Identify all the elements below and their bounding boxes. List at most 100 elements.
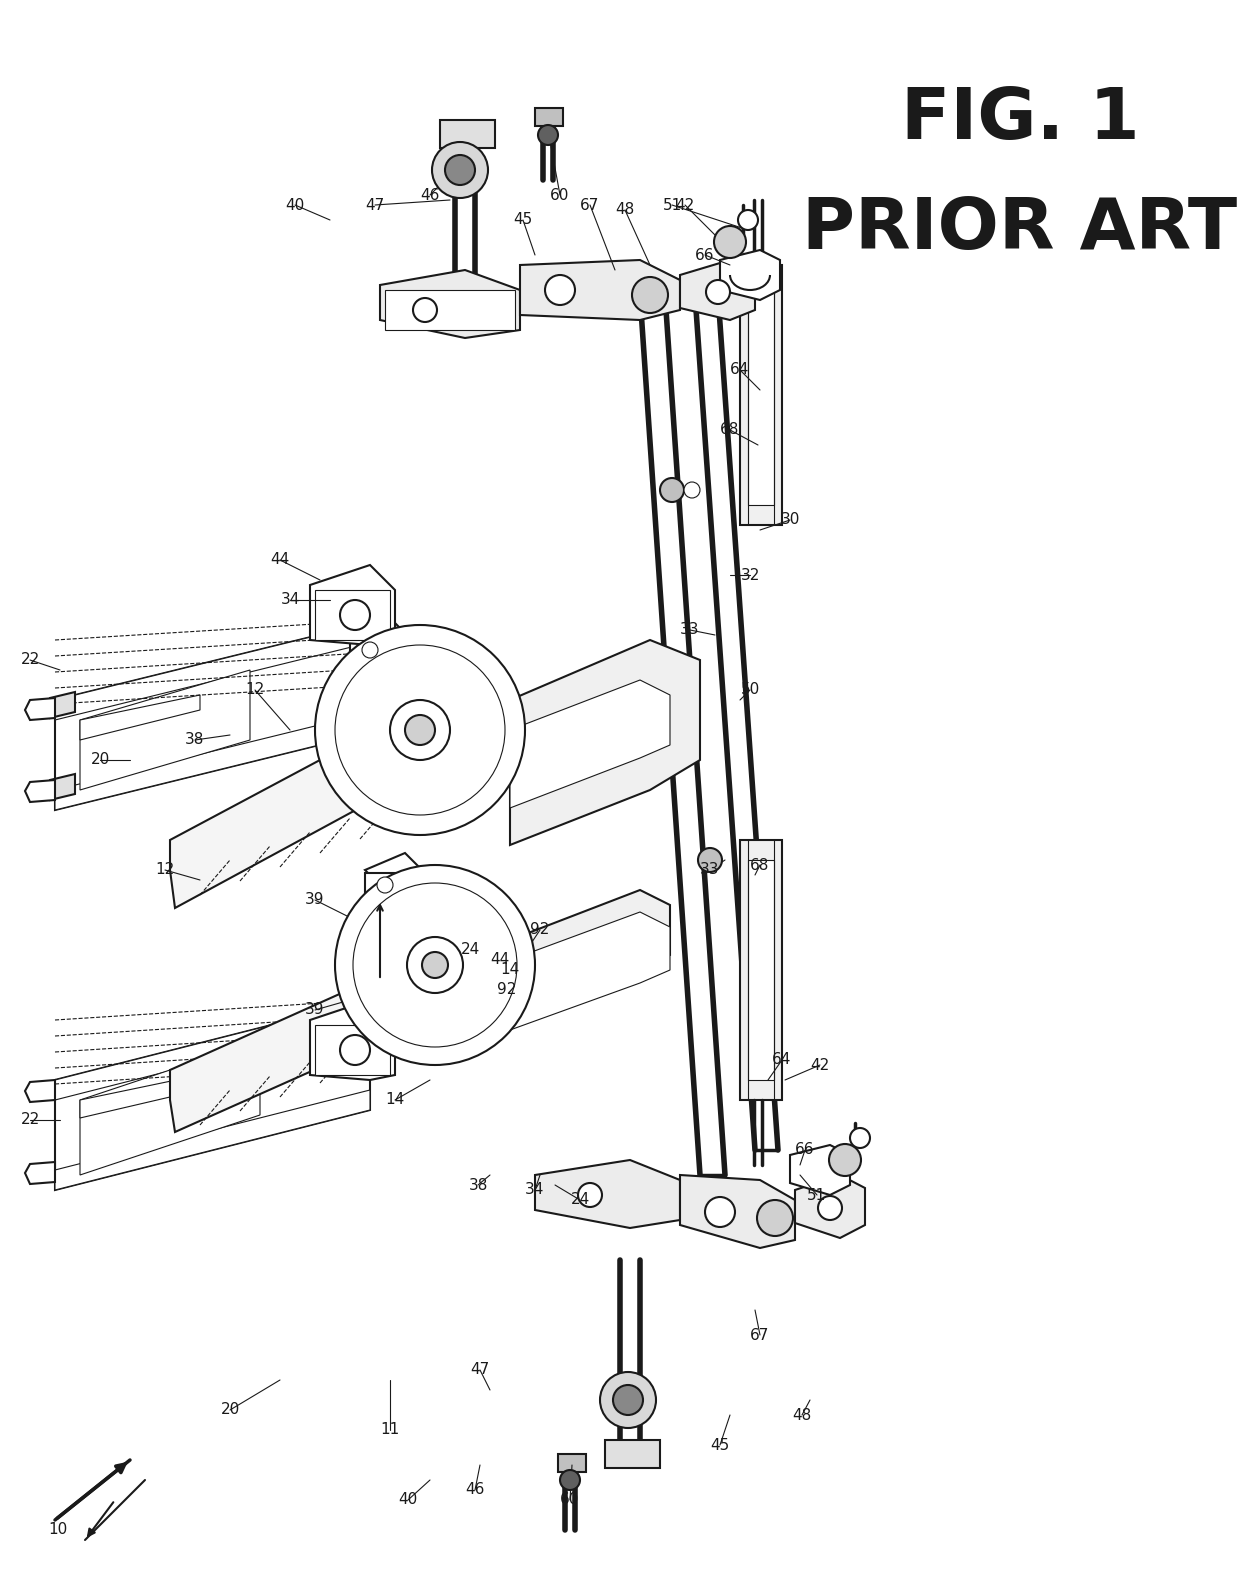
Text: PRIOR ART: PRIOR ART [802,195,1238,265]
Text: 40: 40 [398,1492,418,1508]
Text: 33: 33 [681,622,699,638]
Bar [740,841,782,1101]
Polygon shape [50,774,74,799]
Polygon shape [790,1145,849,1194]
Text: 66: 66 [696,247,714,263]
Text: 32: 32 [740,568,760,582]
Circle shape [560,1470,580,1489]
Circle shape [706,281,730,305]
Polygon shape [310,1001,396,1080]
Text: 64: 64 [730,363,750,377]
Circle shape [335,646,505,815]
Polygon shape [510,890,670,1010]
Circle shape [632,278,668,312]
Polygon shape [55,620,379,810]
Polygon shape [680,1175,795,1248]
Circle shape [422,952,448,979]
Text: 24: 24 [460,942,480,958]
Bar [534,108,563,125]
Bar [748,285,774,504]
Polygon shape [510,680,670,807]
Text: 66: 66 [795,1142,815,1158]
Text: 11: 11 [381,1423,399,1437]
Polygon shape [25,1163,55,1185]
Circle shape [391,699,450,760]
Circle shape [714,225,746,259]
Polygon shape [795,1175,866,1239]
Text: 64: 64 [773,1053,791,1067]
Text: 22: 22 [20,1112,40,1128]
Circle shape [340,600,370,630]
Polygon shape [25,698,55,720]
Bar [740,265,782,525]
Circle shape [432,143,489,198]
Text: 51: 51 [807,1188,827,1202]
Polygon shape [510,641,701,845]
Polygon shape [310,565,396,646]
Text: 34: 34 [280,593,300,607]
Polygon shape [720,251,780,300]
Text: 68: 68 [750,858,770,872]
Circle shape [353,883,517,1047]
Text: 46: 46 [420,187,440,203]
Polygon shape [680,260,755,320]
Text: 39: 39 [305,893,325,907]
Text: 39: 39 [305,1002,325,1018]
Text: 42: 42 [811,1058,830,1072]
Bar [365,872,405,898]
Polygon shape [55,1001,370,1101]
Text: 45: 45 [711,1437,729,1453]
Polygon shape [25,1080,55,1102]
Circle shape [413,298,436,322]
Text: 50: 50 [740,682,760,698]
Polygon shape [81,1040,260,1175]
Circle shape [578,1183,601,1207]
Circle shape [698,849,722,872]
Circle shape [600,1372,656,1427]
Circle shape [405,715,435,745]
Text: 30: 30 [780,512,800,528]
Circle shape [706,1197,735,1228]
Text: 44: 44 [490,953,510,967]
Text: FIG. 1: FIG. 1 [900,86,1140,154]
Circle shape [546,274,575,305]
Text: 67: 67 [750,1327,770,1342]
Text: 34: 34 [526,1183,544,1197]
Polygon shape [55,711,379,810]
Polygon shape [170,940,510,1132]
Polygon shape [510,912,670,1029]
Text: 14: 14 [386,1093,404,1107]
Polygon shape [365,853,425,890]
Text: 33: 33 [701,863,719,877]
Text: 40: 40 [285,198,305,213]
Text: 47: 47 [366,198,384,213]
Polygon shape [379,270,520,338]
Text: 22: 22 [20,652,40,668]
Circle shape [613,1385,644,1415]
Polygon shape [25,780,55,803]
Circle shape [445,155,475,186]
Polygon shape [534,1159,680,1228]
Circle shape [315,625,525,834]
Text: 48: 48 [615,203,635,217]
Text: 12: 12 [246,682,264,698]
Text: 48: 48 [792,1407,812,1423]
Bar [605,1440,660,1469]
Polygon shape [50,691,74,718]
Circle shape [340,1036,370,1066]
Text: 51: 51 [662,198,682,213]
Bar [315,1025,391,1075]
Polygon shape [55,620,379,720]
Circle shape [407,937,463,993]
Text: 92: 92 [531,923,549,937]
Text: 67: 67 [580,198,600,213]
Polygon shape [520,260,680,320]
Bar [350,638,391,661]
Text: 14: 14 [501,963,520,977]
Text: 44: 44 [270,552,290,568]
Text: 47: 47 [470,1362,490,1378]
Text: 60: 60 [560,1492,579,1508]
Bar [558,1454,587,1472]
Text: 12: 12 [155,863,175,877]
Text: 60: 60 [551,187,569,203]
